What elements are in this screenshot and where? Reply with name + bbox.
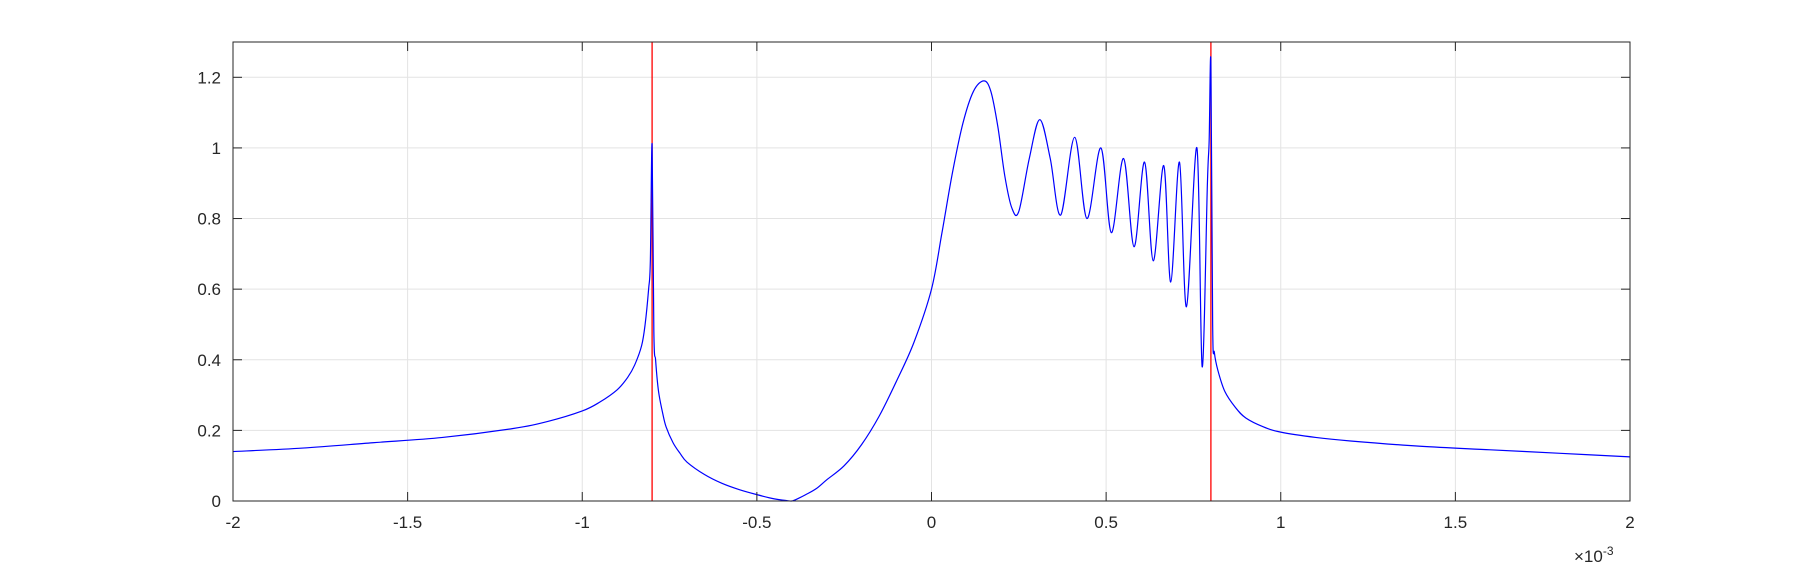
y-tick-label: 1.2 xyxy=(197,68,221,87)
series-line-0 xyxy=(232,56,1631,502)
x-tick-label: 0.5 xyxy=(1094,513,1118,532)
x-axis-exponent-power: -3 xyxy=(1603,544,1614,558)
x-axis-exponent: ×10-3 xyxy=(1574,544,1614,566)
x-tick-labels: -2 -1.5 -1 -0.5 0 0.5 1 1.5 2 xyxy=(225,513,1634,532)
y-tick-label: 0.4 xyxy=(197,351,221,370)
x-tick-label: -1.5 xyxy=(393,513,422,532)
series-group xyxy=(232,56,1631,502)
y-tick-label: 0.2 xyxy=(197,421,221,440)
y-tick-label: 0.8 xyxy=(197,210,221,229)
x-axis-exponent-base: ×10 xyxy=(1574,547,1603,566)
y-tick-label: 1 xyxy=(212,139,221,158)
y-tick-labels: 0 0.2 0.4 0.6 0.8 1 1.2 xyxy=(197,68,221,511)
x-tick-label: 1.5 xyxy=(1444,513,1468,532)
y-tick-label: 0.6 xyxy=(197,280,221,299)
x-tick-label: 0 xyxy=(927,513,936,532)
y-tick-label: 0 xyxy=(212,492,221,511)
x-tick-label: -2 xyxy=(225,513,240,532)
x-tick-label: -1 xyxy=(575,513,590,532)
x-tick-label: 1 xyxy=(1276,513,1285,532)
x-tick-label: 2 xyxy=(1625,513,1634,532)
tick-marks xyxy=(232,42,1631,502)
x-tick-label: -0.5 xyxy=(742,513,771,532)
